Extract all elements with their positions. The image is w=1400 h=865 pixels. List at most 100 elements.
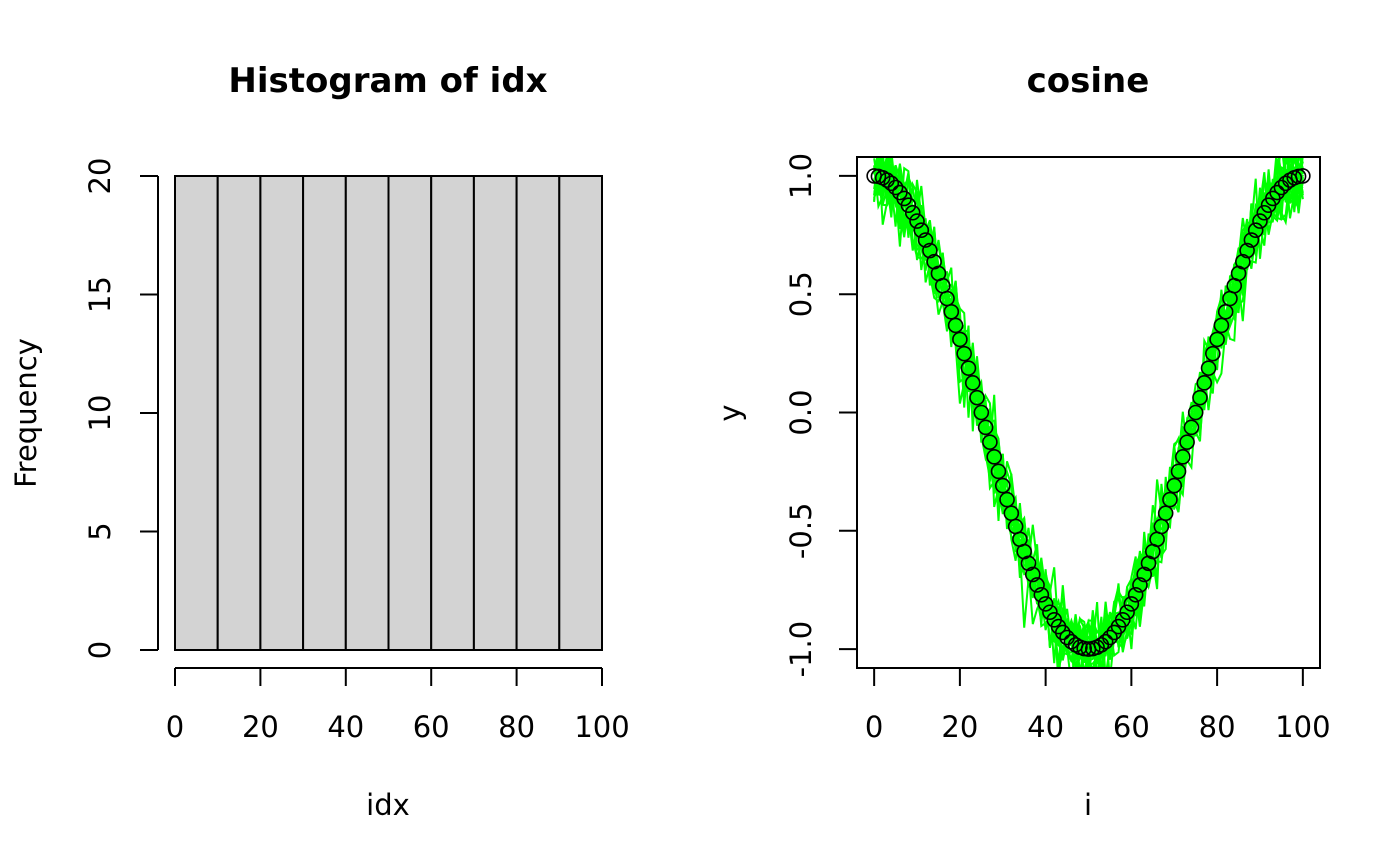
- cosine-point: [922, 242, 938, 259]
- cosine-point: [994, 477, 1011, 494]
- cosine-point: [1192, 389, 1208, 406]
- histogram-bar: [216, 175, 262, 651]
- cosine-point: [1239, 242, 1255, 259]
- histogram-bar: [515, 175, 561, 651]
- cosine-noisy-line: [873, 157, 1304, 668]
- histogram-y-tick-label: 10: [83, 395, 117, 432]
- cosine-point: [1243, 232, 1260, 248]
- histogram-x-tick-label: 80: [498, 710, 535, 744]
- histogram-x-tick-label: 40: [327, 710, 364, 744]
- histogram-x-tick-label: 100: [574, 710, 629, 744]
- cosine-point: [1295, 168, 1311, 184]
- cosine-x-tick-label: 100: [1275, 710, 1330, 744]
- cosine-x-tick-label: 20: [941, 710, 978, 744]
- histogram-bar: [174, 175, 219, 651]
- cosine-point: [1132, 577, 1148, 593]
- histogram-bar: [302, 175, 347, 651]
- cosine-point: [1024, 566, 1041, 583]
- cosine-y-tick-label: 0.5: [784, 271, 818, 317]
- cosine-noisy-line: [873, 157, 1304, 668]
- histogram-y-tick-label: 15: [83, 276, 117, 313]
- cosine-point: [883, 175, 900, 192]
- cosine-x-tick-label: 0: [865, 710, 883, 744]
- cosine-point: [943, 303, 960, 320]
- cosine-point: [960, 360, 977, 376]
- cosine-point: [999, 491, 1015, 508]
- cosine-points: [866, 168, 1311, 657]
- cosine-panel: cosine -1.0 -0.5 0.0 0.5 1.0 0 20 40 60 80 100 i y: [713, 61, 1331, 822]
- cosine-point: [913, 222, 930, 239]
- cosine-point: [1196, 375, 1213, 391]
- cosine-point: [1187, 404, 1204, 421]
- cosine-point: [947, 317, 964, 334]
- cosine-point: [904, 204, 921, 221]
- cosine-point: [1213, 317, 1230, 334]
- cosine-y-tick-label: -1.0: [784, 621, 818, 678]
- cosine-point: [1247, 222, 1264, 239]
- cosine-point: [1256, 204, 1273, 221]
- cosine-axes: -1.0 -0.5 0.0 0.5 1.0 0 20 40 60 80 100: [784, 153, 1331, 744]
- cosine-point: [973, 404, 990, 421]
- cosine-point: [1037, 596, 1054, 612]
- cosine-y-tick-label: 1.0: [784, 153, 818, 199]
- cosine-point: [1076, 640, 1093, 657]
- cosine-noisy-line: [873, 157, 1304, 662]
- cosine-point: [1033, 586, 1050, 603]
- cosine-point: [956, 345, 972, 362]
- histogram-bar: [344, 175, 390, 651]
- cosine-point: [1029, 577, 1045, 593]
- histogram-panel: Histogram of idx 0 5 10 15 20 0 20 40 60 80 100 id…: [9, 61, 630, 822]
- cosine-point: [1290, 168, 1307, 185]
- cosine-y-label: y: [713, 404, 747, 421]
- histogram-axes: 0 5 10 15 20 0 20 40 60 80 100: [83, 158, 630, 744]
- cosine-point: [982, 434, 998, 450]
- cosine-point: [952, 331, 968, 348]
- cosine-noisy-line: [873, 157, 1304, 662]
- cosine-noisy-lines: [873, 157, 1304, 668]
- cosine-noisy-line: [873, 157, 1304, 666]
- cosine-noisy-line: [873, 157, 1304, 658]
- cosine-point: [1063, 633, 1080, 650]
- cosine-point: [990, 463, 1007, 480]
- cosine-point: [1277, 175, 1294, 192]
- histogram-bar: [472, 175, 518, 651]
- cosine-point: [1252, 213, 1268, 229]
- cosine-x-label: i: [1084, 788, 1092, 822]
- cosine-point: [900, 197, 917, 213]
- histogram-y-tick-label: 5: [83, 522, 117, 540]
- cosine-noisy-line: [873, 157, 1304, 668]
- cosine-point: [1020, 555, 1037, 572]
- cosine-point: [1097, 633, 1114, 650]
- histogram-x-tick-label: 0: [166, 710, 184, 744]
- cosine-point: [1157, 505, 1174, 522]
- cosine-point: [1235, 253, 1251, 270]
- cosine-point: [917, 232, 934, 248]
- cosine-point: [1200, 360, 1217, 376]
- cosine-x-tick-label: 60: [1113, 710, 1150, 744]
- cosine-y-tick-label: 0.0: [784, 389, 818, 435]
- cosine-noisy-line: [873, 157, 1304, 668]
- cosine-title: cosine: [1027, 61, 1150, 101]
- cosine-point: [986, 449, 1002, 465]
- cosine-y-tick-label: -0.5: [784, 502, 818, 559]
- histogram-x-label: idx: [366, 788, 410, 822]
- cosine-point: [909, 213, 925, 229]
- cosine-point: [1123, 596, 1140, 612]
- cosine-point: [1119, 604, 1135, 621]
- cosine-point: [964, 375, 981, 391]
- histogram-y-label: Frequency: [9, 338, 43, 488]
- histogram-x-tick-label: 20: [242, 710, 279, 744]
- cosine-point: [1054, 624, 1071, 641]
- cosine-noisy-line: [873, 157, 1304, 668]
- cosine-noisy-line: [873, 157, 1304, 668]
- cosine-noisy-line: [873, 157, 1303, 668]
- cosine-point: [1114, 612, 1131, 628]
- cosine-point: [1127, 586, 1144, 603]
- cosine-point: [1042, 604, 1058, 621]
- histogram-bar: [558, 175, 603, 651]
- histogram-y-tick-label: 20: [83, 158, 117, 195]
- cosine-x-tick-label: 40: [1027, 710, 1064, 744]
- histogram-bar: [259, 175, 305, 651]
- cosine-point: [1183, 419, 1200, 436]
